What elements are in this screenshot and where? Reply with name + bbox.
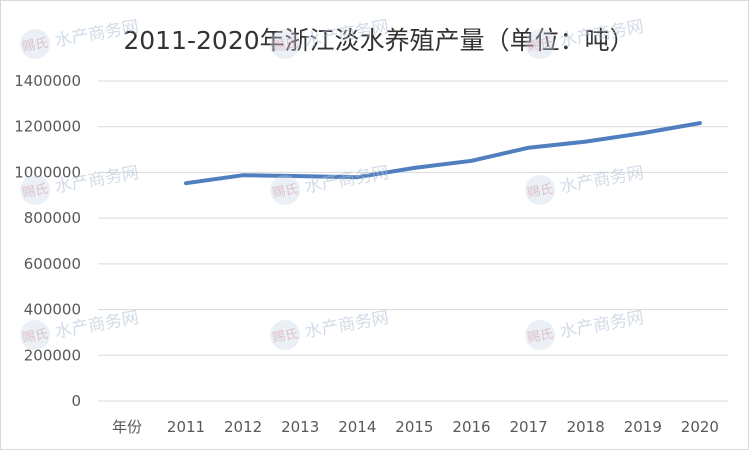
data-point: [241, 173, 245, 177]
data-point: [698, 121, 702, 125]
data-point: [299, 174, 302, 178]
y-tick-label: 0: [71, 392, 81, 410]
watermark-logo-icon: [270, 175, 301, 206]
watermark-logo-text: 赐氏: [21, 327, 49, 346]
watermark-logo-icon: [525, 29, 556, 60]
watermark-logo-icon: [525, 175, 556, 206]
watermark-logo-text: 赐氏: [526, 182, 554, 201]
watermark-text: 水产商务网: [558, 308, 645, 342]
watermark-text: 水产商务网: [303, 308, 390, 342]
watermark-logo-icon: [270, 320, 301, 351]
data-point: [584, 140, 587, 143]
x-tick-label: 2020: [681, 418, 719, 436]
watermark-logo-icon: [270, 29, 301, 60]
watermark-logo-text: 赐氏: [271, 182, 299, 201]
x-tick-label: 2013: [281, 418, 319, 436]
watermark-logo-icon: [525, 320, 556, 351]
watermark-logo-text: 赐氏: [21, 36, 49, 55]
chart-title: 2011-2020年浙江淡水养殖产量（单位：吨）: [123, 26, 634, 55]
series-layer: [184, 121, 702, 186]
data-point: [413, 166, 416, 170]
x-tick-label: 2019: [624, 418, 662, 436]
x-tick-label: 2017: [510, 418, 548, 436]
y-tick-label: 1400000: [14, 72, 81, 90]
watermark-text: 水产商务网: [558, 163, 645, 197]
watermark-logo-text: 赐氏: [271, 327, 299, 346]
x-tick-label: 2014: [338, 418, 376, 436]
data-point: [641, 131, 644, 135]
data-point: [527, 146, 530, 149]
data-point: [470, 159, 473, 162]
watermark-logo-text: 赐氏: [526, 327, 554, 346]
x-tick-label: 2012: [224, 418, 262, 436]
x-tick-label: 2015: [395, 418, 433, 436]
data-point: [184, 181, 188, 185]
grid-lines: [98, 80, 728, 402]
watermark-logo-icon: [20, 175, 51, 206]
watermark: 赐氏 水产商务网: [270, 163, 390, 206]
y-tick-label: 400000: [24, 301, 81, 319]
x-axis-label: 年份: [112, 418, 142, 436]
x-tick-label: 2016: [452, 418, 490, 436]
watermark-logo-icon: [20, 29, 51, 60]
y-tick-label: 800000: [24, 209, 81, 227]
x-tick-label: 2018: [567, 418, 605, 436]
watermark-text: 水产商务网: [303, 163, 390, 197]
watermark-logo-text: 赐氏: [526, 36, 554, 55]
y-tick-label: 200000: [24, 346, 81, 364]
watermark: 赐氏 水产商务网: [525, 163, 645, 206]
x-tick-label: 2011: [167, 418, 205, 436]
watermark-logo-icon: [20, 320, 51, 351]
data-point: [356, 176, 359, 179]
y-tick-label: 600000: [24, 255, 81, 273]
watermark-logo-text: 赐氏: [271, 36, 299, 55]
watermark-logo-text: 赐氏: [21, 182, 49, 201]
x-axis-ticks: 2011 2012 2013 2014 2015 2016 2017 2018 2019 2020: [167, 418, 719, 436]
y-axis-ticks: 0 200000 400000 600000 800000 1000000 1200000 1…: [14, 72, 81, 410]
y-tick-label: 1200000: [14, 118, 81, 136]
y-tick-label: 1000000: [14, 163, 81, 181]
series-line: [184, 121, 702, 186]
